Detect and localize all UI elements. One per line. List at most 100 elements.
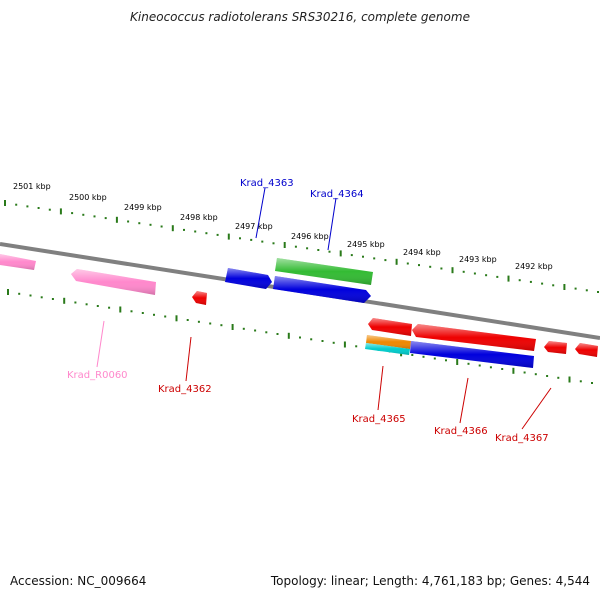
topology-text: Topology: linear; Length: 4,761,183 bp; … <box>270 574 590 588</box>
minor-tick <box>350 254 353 257</box>
minor-tick <box>26 205 29 208</box>
minor-tick <box>317 249 320 251</box>
minor-tick <box>220 324 223 327</box>
forward-strand-genes <box>0 254 373 303</box>
minor-tick <box>321 340 324 342</box>
minor-tick <box>239 237 241 240</box>
minor-tick <box>71 212 74 215</box>
scale-labels: 2501 kbp 2500 kbp 2499 kbp 2498 kbp 2497… <box>13 182 553 271</box>
accession-text: Accession: NC_009664 <box>10 574 147 588</box>
major-tick <box>175 315 178 322</box>
gene-label-krad-4365[interactable]: Krad_4365 <box>352 414 406 425</box>
gene-krad-4365[interactable] <box>368 318 412 336</box>
gene-krad-4367[interactable] <box>544 341 567 354</box>
gene-label-krad-4364[interactable]: Krad_4364 <box>310 189 364 200</box>
major-tick <box>395 258 398 265</box>
callout-line <box>327 197 337 251</box>
major-tick <box>568 376 571 383</box>
gene-red-long-reverse[interactable] <box>412 324 536 351</box>
minor-tick <box>272 242 275 245</box>
minor-tick <box>261 240 264 243</box>
gene-label-krad-r0060[interactable]: Krad_R0060 <box>67 370 128 381</box>
gene-labels: Krad_4363 Krad_4364 Krad_R0060 Krad_4362… <box>67 178 552 444</box>
major-tick <box>512 367 515 374</box>
major-tick <box>231 324 234 330</box>
gene-krad-4364[interactable] <box>273 276 371 303</box>
minor-tick <box>164 315 167 318</box>
major-tick <box>7 289 9 295</box>
minor-tick <box>127 220 130 223</box>
minor-tick <box>15 203 18 206</box>
minor-tick <box>440 267 443 270</box>
genome-title: Kineococcus radiotolerans SRS30216, comp… <box>130 10 470 24</box>
major-tick <box>4 200 6 206</box>
major-tick <box>339 250 342 257</box>
minor-tick <box>485 274 488 277</box>
major-tick <box>115 216 118 223</box>
gene-krad-r0060[interactable] <box>71 269 156 295</box>
gene-krad-4363[interactable] <box>225 268 272 289</box>
minor-tick <box>130 310 133 313</box>
gene-green-forward[interactable] <box>275 258 373 285</box>
minor-tick <box>209 322 212 325</box>
major-tick <box>63 297 66 304</box>
gene-red-edge-reverse[interactable] <box>575 343 598 357</box>
minor-tick <box>362 255 364 258</box>
minor-tick <box>552 284 555 287</box>
gene-label-krad-4362[interactable]: Krad_4362 <box>158 384 212 395</box>
minor-tick <box>160 225 163 228</box>
minor-tick <box>478 364 481 367</box>
minor-tick <box>29 294 32 297</box>
minor-tick <box>186 319 189 321</box>
scale-label: 2493 kbp <box>459 255 497 264</box>
minor-tick <box>254 329 257 332</box>
gene-label-krad-4363[interactable]: Krad_4363 <box>240 178 294 189</box>
minor-tick <box>473 272 476 275</box>
minor-tick <box>489 366 492 369</box>
major-tick <box>343 341 346 348</box>
minor-tick <box>104 217 107 220</box>
gene-label-krad-4366[interactable]: Krad_4366 <box>434 426 488 437</box>
minor-tick <box>429 265 432 268</box>
minor-tick <box>518 279 521 282</box>
minor-tick <box>194 230 197 233</box>
minor-tick <box>418 264 420 267</box>
scale-label: 2495 kbp <box>347 240 385 249</box>
minor-tick <box>406 262 409 265</box>
minor-tick <box>37 207 40 209</box>
minor-tick <box>591 382 593 384</box>
gene-orange-reverse[interactable] <box>366 335 411 349</box>
minor-tick <box>299 336 301 339</box>
major-tick <box>227 233 230 240</box>
minor-tick <box>294 245 297 248</box>
minor-tick <box>18 292 21 295</box>
minor-tick <box>197 320 200 323</box>
major-tick <box>287 332 290 339</box>
minor-tick <box>411 354 414 356</box>
minor-tick <box>585 289 588 292</box>
minor-tick <box>242 327 245 330</box>
reverse-strand-genes <box>71 269 598 368</box>
scale-label: 2494 kbp <box>403 248 441 257</box>
gene-krad-4366[interactable] <box>410 341 534 368</box>
gene-krad-4362[interactable] <box>192 291 207 305</box>
minor-tick <box>523 371 526 374</box>
gene-label-krad-4367[interactable]: Krad_4367 <box>495 433 549 444</box>
callout-line <box>96 320 105 368</box>
minor-tick <box>501 368 504 370</box>
minor-tick <box>40 296 43 299</box>
minor-tick <box>445 359 447 362</box>
minor-tick <box>462 270 465 273</box>
minor-tick <box>384 259 387 262</box>
scale-label: 2492 kbp <box>515 262 553 271</box>
minor-tick <box>183 228 185 231</box>
minor-tick <box>529 280 532 283</box>
minor-tick <box>433 357 436 360</box>
major-tick <box>563 284 566 290</box>
minor-tick <box>332 341 335 344</box>
gene-cyan-reverse[interactable] <box>365 343 410 355</box>
gene-pseudo-left[interactable] <box>0 254 36 270</box>
scale-label: 2497 kbp <box>235 222 273 231</box>
major-tick <box>283 242 286 248</box>
